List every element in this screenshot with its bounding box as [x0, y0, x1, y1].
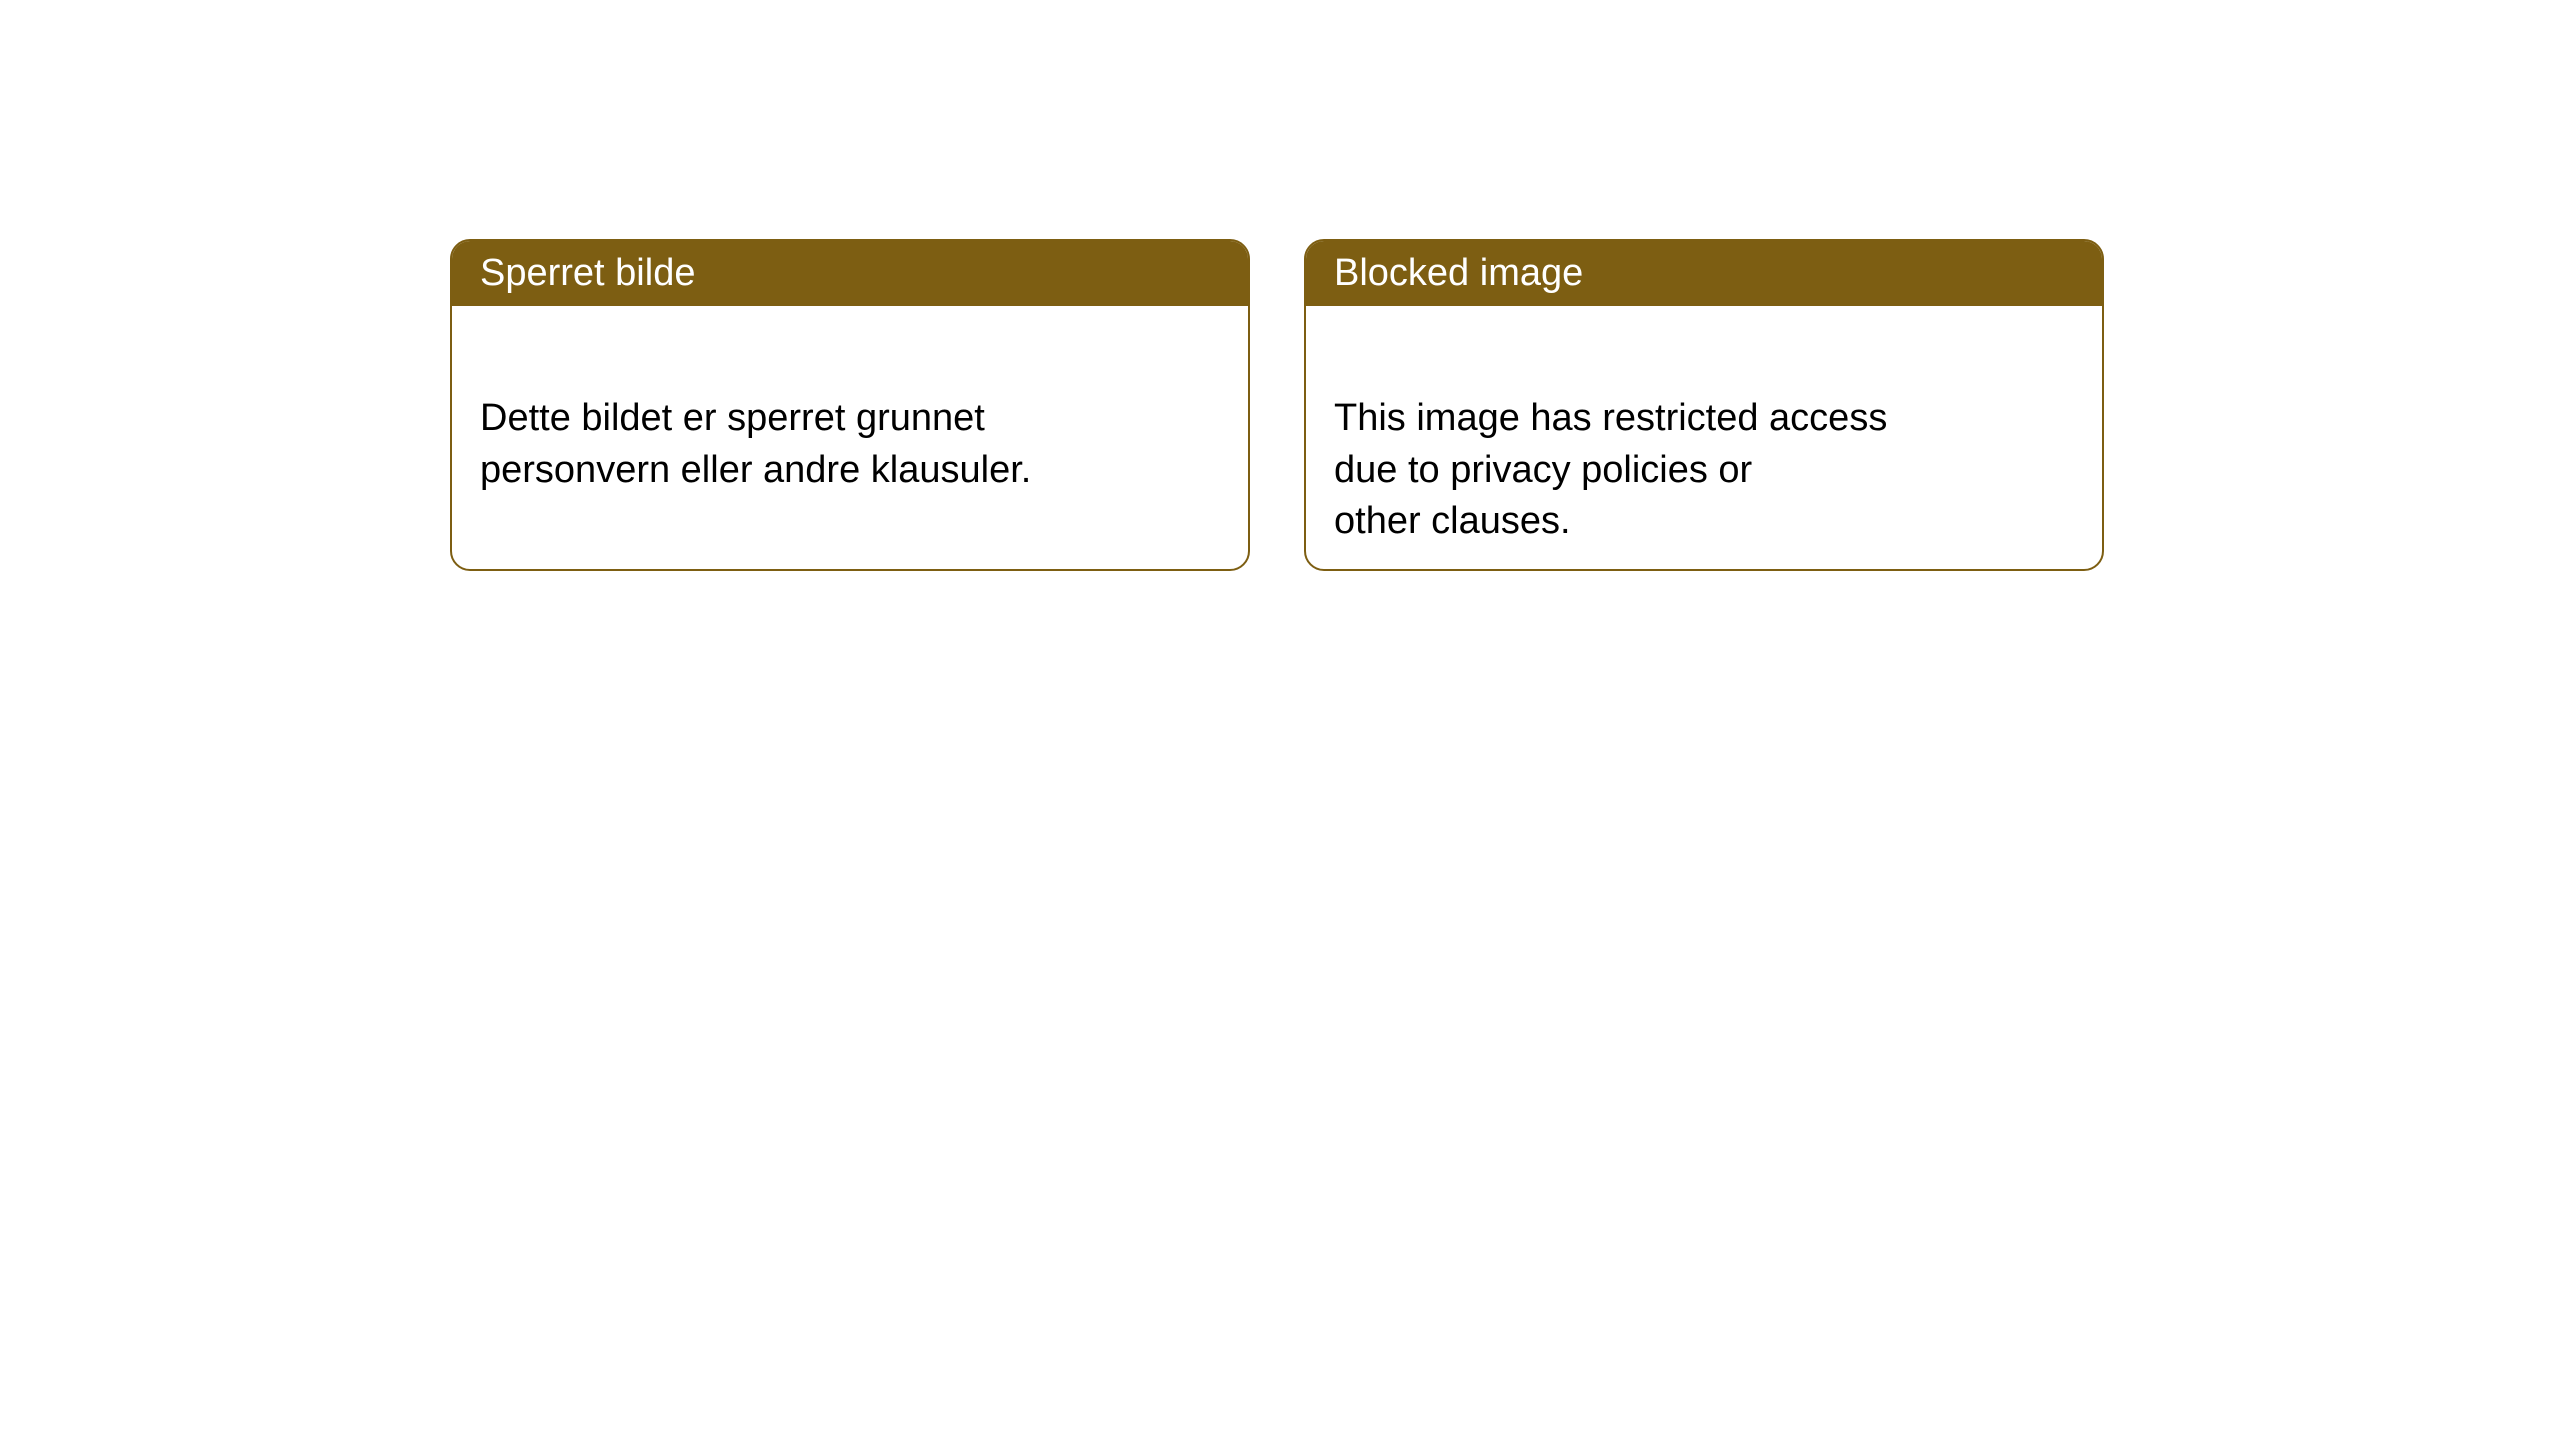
notice-container: Sperret bilde Dette bildet er sperret gr… [450, 239, 2104, 571]
notice-body: Dette bildet er sperret grunnet personve… [452, 306, 1248, 532]
notice-title: Blocked image [1334, 252, 1583, 294]
notice-text: Dette bildet er sperret grunnet personve… [480, 397, 1031, 490]
notice-body: This image has restricted access due to … [1306, 306, 2102, 571]
notice-card-norwegian: Sperret bilde Dette bildet er sperret gr… [450, 239, 1250, 571]
notice-header: Blocked image [1306, 241, 2102, 306]
notice-card-english: Blocked image This image has restricted … [1304, 239, 2104, 571]
notice-title: Sperret bilde [480, 252, 695, 294]
notice-text: This image has restricted access due to … [1334, 397, 1887, 542]
notice-header: Sperret bilde [452, 241, 1248, 306]
